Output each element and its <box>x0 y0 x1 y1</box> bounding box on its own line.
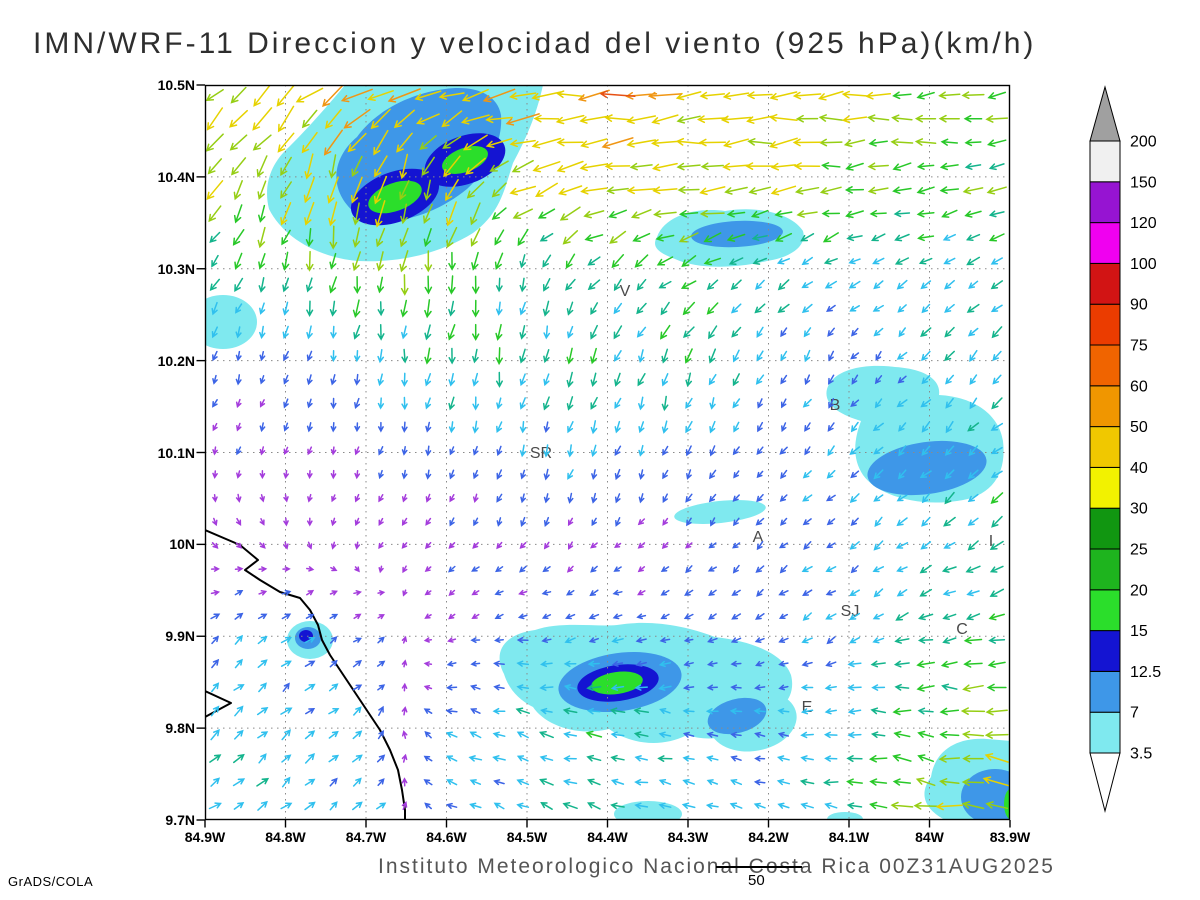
speed-shade-region <box>1004 788 1010 820</box>
x-tick-label: 84.8W <box>265 829 306 845</box>
colorbar-band <box>1089 466 1121 509</box>
station-label: A <box>753 529 764 546</box>
colorbar-tick-label: 100 <box>1130 256 1157 273</box>
colorbar-band <box>1089 507 1121 550</box>
wind-vector-arrows <box>206 85 1010 811</box>
colorbar-band <box>1089 711 1121 754</box>
colorbar-tick-label: 200 <box>1130 134 1157 151</box>
reference-vector-label: 50 <box>748 872 765 889</box>
station-label: E <box>802 699 813 716</box>
lat-lon-grid <box>205 85 1010 820</box>
speed-shade-region <box>205 295 257 349</box>
colorbar-tick-label: 12.5 <box>1130 664 1161 681</box>
colorbar-band <box>1089 303 1121 346</box>
station-label: SJ <box>841 603 860 620</box>
colorbar-band <box>1089 589 1121 632</box>
wind-map-svg: V B SR A I SJ C E <box>196 84 1011 828</box>
reference-vector-line <box>716 866 802 868</box>
colorbar-tick-label: 30 <box>1130 501 1148 518</box>
speed-shade-region <box>691 220 783 248</box>
speed-shade-region <box>299 630 313 642</box>
speed-shade-region <box>591 671 643 695</box>
colorbar-under-triangle <box>1089 752 1121 813</box>
x-tick-label: 84.5W <box>506 829 548 845</box>
station-label: C <box>956 621 968 638</box>
colorbar-band <box>1089 344 1121 387</box>
wind-vector-arrows <box>322 85 682 156</box>
map-plot-area: V B SR A I SJ C E <box>193 83 1023 835</box>
colorbar-svg: 200 150 120 100 90 75 60 50 40 30 25 20 15 12.5 7 3.5 <box>1089 85 1161 813</box>
colorbar-tick-label: 40 <box>1130 460 1148 477</box>
speed-shade-region <box>827 812 863 820</box>
wind-vector-arrows <box>210 398 693 811</box>
colorbar-band <box>1089 140 1121 183</box>
x-tick-label: 84.2W <box>748 829 789 845</box>
speed-shade-region <box>707 697 767 735</box>
colorbar-tick-label: 20 <box>1130 582 1148 599</box>
speed-shade-region <box>614 801 682 820</box>
colorbar-tick-label: 60 <box>1130 378 1148 395</box>
colorbar-band <box>1089 385 1121 428</box>
y-tick-label: 9.7N <box>165 812 195 828</box>
speed-shade-region <box>674 500 766 524</box>
colorbar-band <box>1089 262 1121 305</box>
footer-institute-text: Instituto Meteorologico Nacional Costa R… <box>378 855 1055 878</box>
wind-vector-arrows <box>205 86 1009 810</box>
y-tick-label: 10.2N <box>157 352 195 369</box>
colorbar-band <box>1089 548 1121 591</box>
colorbar-tick-label: 50 <box>1130 419 1148 436</box>
colorbar: 200 150 120 100 90 75 60 50 40 30 25 20 15 12.5 7 3.5 <box>1074 85 1186 835</box>
y-tick-label: 10.5N <box>157 77 195 93</box>
station-label: I <box>989 533 993 550</box>
grads-credit-label: GrADS/COLA <box>8 874 94 889</box>
wind-vector-arrows <box>209 162 1006 810</box>
y-tick-label: 10.1N <box>157 444 195 461</box>
coastline <box>205 529 406 820</box>
colorbar-tick-label: 120 <box>1130 215 1157 232</box>
colorbar-band <box>1089 222 1121 264</box>
y-tick-label: 10.3N <box>157 260 195 277</box>
colorbar-tick-label: 150 <box>1130 174 1157 191</box>
colorbar-tick-label: 15 <box>1130 623 1148 640</box>
colorbar-tick-label: 90 <box>1130 297 1148 314</box>
speed-shade-region <box>442 146 488 174</box>
colorbar-band <box>1089 630 1121 672</box>
speed-shade-region <box>867 440 987 496</box>
x-tick-label: 84W <box>915 829 944 845</box>
colorbar-band <box>1089 670 1121 713</box>
station-label: V <box>620 283 631 300</box>
colorbar-over-triangle <box>1089 85 1121 142</box>
colorbar-tick-label: 25 <box>1130 542 1148 559</box>
colorbar-tick-label: 75 <box>1130 338 1148 355</box>
station-label: B <box>830 397 841 414</box>
wind-vector-arrows <box>210 304 907 810</box>
chart-title: IMN/WRF-11 Direccion y velocidad del vie… <box>33 27 1037 60</box>
axis-ticks <box>196 84 1011 828</box>
y-tick-label: 9.8N <box>165 720 195 737</box>
y-tick-label: 10N <box>169 536 195 553</box>
x-tick-label: 84.1W <box>828 829 870 845</box>
colorbar-band <box>1089 181 1121 224</box>
x-tick-label: 84.9W <box>184 829 226 845</box>
x-tick-label: 84.4W <box>587 829 628 845</box>
colorbar-tick-label: 7 <box>1130 705 1139 722</box>
colorbar-band <box>1089 426 1121 468</box>
plot-border <box>204 84 1011 821</box>
wind-vector-arrows <box>208 233 1004 811</box>
x-tick-label: 83.9W <box>989 829 1031 845</box>
y-tick-label: 9.9N <box>165 628 195 645</box>
y-tick-label: 10.4N <box>157 168 195 185</box>
x-tick-label: 84.7W <box>345 829 387 845</box>
x-tick-label: 84.3W <box>667 829 709 845</box>
colorbar-tick-label: 3.5 <box>1130 746 1152 763</box>
wind-vector-arrows <box>232 91 1007 810</box>
station-label: SR <box>530 445 552 462</box>
wind-vector-arrows <box>599 90 636 98</box>
x-tick-label: 84.6W <box>426 829 467 845</box>
